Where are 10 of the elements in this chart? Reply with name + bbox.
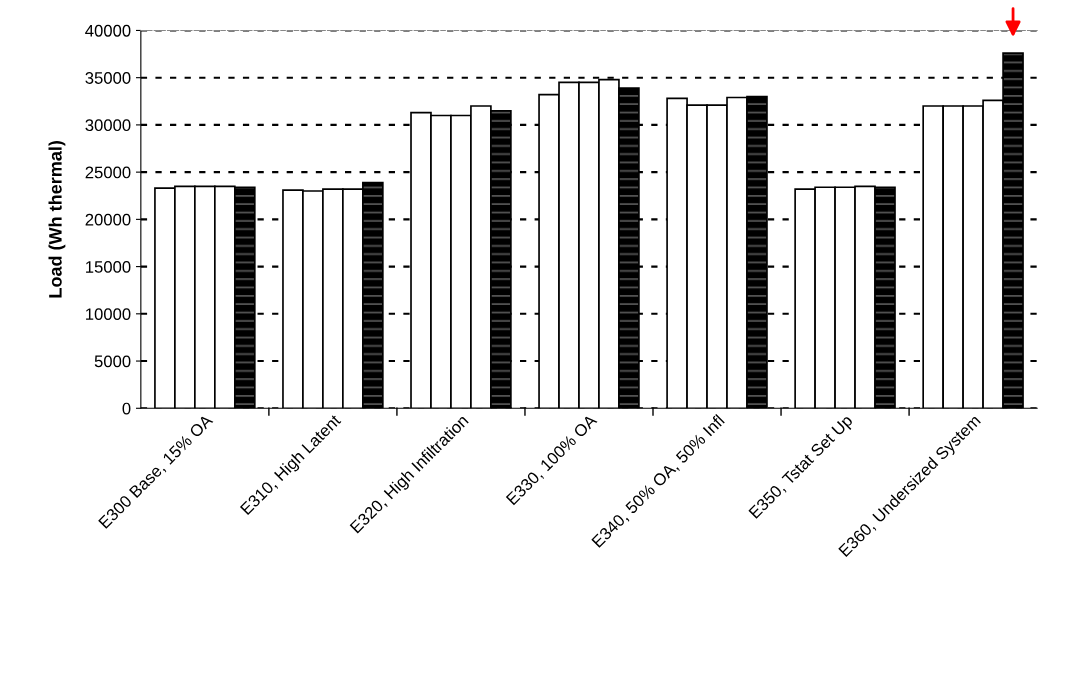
y-tick-label: 0 (122, 402, 131, 415)
y-tick-label: 15000 (86, 260, 131, 273)
y-tick-label: 40000 (85, 24, 131, 37)
y-tick-label: 25000 (85, 166, 131, 179)
y-tick-label: 20000 (85, 213, 131, 226)
y-tick-label: 10000 (86, 308, 131, 321)
y-axis-title: Load (Wh thermal) (48, 141, 66, 298)
y-tick-label: 30000 (85, 119, 131, 132)
y-tick-label: 5000 (94, 355, 131, 368)
y-tick-label: 35000 (85, 72, 131, 84)
